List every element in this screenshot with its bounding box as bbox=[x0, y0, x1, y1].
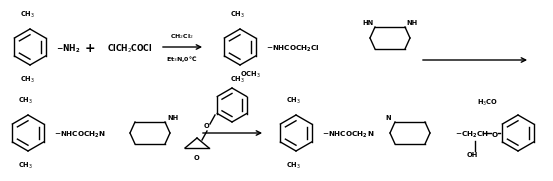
Text: HN: HN bbox=[362, 20, 374, 26]
Text: H$_3$CO: H$_3$CO bbox=[477, 98, 498, 108]
Text: NH: NH bbox=[406, 20, 418, 26]
Text: CH$_2$Cl$_2$: CH$_2$Cl$_2$ bbox=[170, 33, 194, 41]
Text: O: O bbox=[204, 123, 210, 129]
Text: CH$_3$: CH$_3$ bbox=[18, 161, 34, 171]
Text: OH: OH bbox=[466, 152, 478, 158]
Text: CH$_3$: CH$_3$ bbox=[286, 161, 301, 171]
Text: O: O bbox=[492, 132, 498, 138]
Text: +: + bbox=[85, 43, 95, 56]
Text: CH$_3$: CH$_3$ bbox=[20, 75, 35, 85]
Text: OCH$_3$: OCH$_3$ bbox=[240, 70, 260, 80]
Text: O: O bbox=[194, 155, 200, 161]
Text: NH: NH bbox=[168, 115, 179, 121]
Text: CH$_3$: CH$_3$ bbox=[231, 75, 246, 85]
Text: Et$_3$N,0℃: Et$_3$N,0℃ bbox=[166, 54, 197, 64]
Text: $\mathbf{-NHCOCH_2\,N}$: $\mathbf{-NHCOCH_2\,N}$ bbox=[322, 130, 375, 140]
Text: N: N bbox=[385, 115, 391, 121]
Text: CH$_3$: CH$_3$ bbox=[18, 96, 34, 106]
Text: $\mathbf{-NHCOCH_2Cl}$: $\mathbf{-NHCOCH_2Cl}$ bbox=[266, 44, 320, 54]
Text: CH$_3$: CH$_3$ bbox=[231, 10, 246, 20]
Text: CH$_3$: CH$_3$ bbox=[20, 10, 35, 20]
Text: $\mathbf{-NHCOCH_2N}$: $\mathbf{-NHCOCH_2N}$ bbox=[54, 130, 106, 140]
Text: CH$_3$: CH$_3$ bbox=[286, 96, 301, 106]
Text: $\mathbf{-CH_2CH}$: $\mathbf{-CH_2CH}$ bbox=[455, 130, 489, 140]
Text: $\mathbf{-NH_2}$: $\mathbf{-NH_2}$ bbox=[56, 43, 80, 55]
Text: ClCH$_2$COCl: ClCH$_2$COCl bbox=[107, 43, 153, 55]
